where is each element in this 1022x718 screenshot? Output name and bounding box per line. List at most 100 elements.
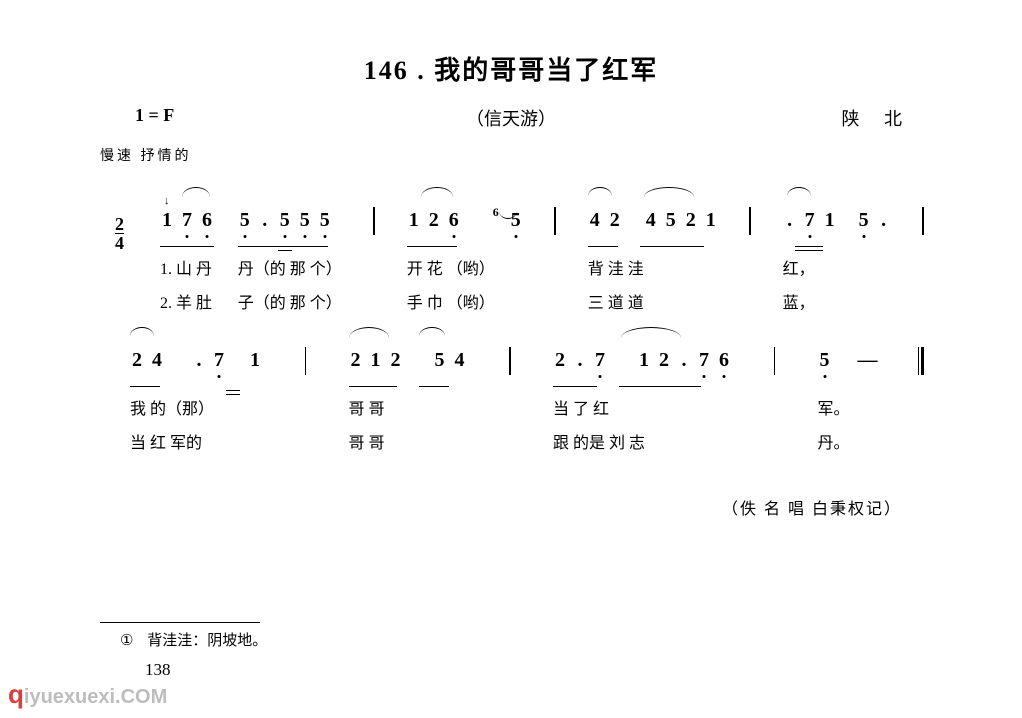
lyric-verse-1: 1. 山 丹 [160,255,212,279]
subtitle-row: 1 = F （信天游） 陕 北 [60,105,962,135]
note-row: 2 . 7 1 2 . 7 6 [553,335,731,385]
lyric-verse-1: 哥 哥 [349,395,385,419]
lyric-verse-1: 红， [783,255,815,279]
lyric-verse-1: 背 洼 洼 [588,255,644,279]
beam-line [278,246,292,248]
barline [554,207,556,235]
note-rest: — [858,349,876,372]
measures-row-1: 1↓ 7 6 1. 山 丹 2. 羊 肚 5 . 5 5 5 [160,195,932,313]
note: 1 [704,209,718,232]
note-row: . 7 1 5 . [783,195,891,245]
measure: 4 2 4 5 2 1 背 洼 洼 三 道 道 [588,195,718,313]
lyric-verse-2: 哥 哥 [349,429,385,453]
note: 4 [588,209,602,232]
beam-line [588,246,618,248]
note: . [258,209,272,232]
measure: 5 — 军。 丹。 [818,335,876,453]
note: 7 [180,209,194,232]
slur-arc [787,187,811,196]
region-label: 陕 北 [842,105,913,131]
lyric-verse-2: 跟 的是 刘 志 [553,429,645,453]
slur-arc [182,187,210,197]
barline [749,207,751,235]
watermark-q: q [8,679,24,709]
beam-line [130,386,160,388]
note: 2 [389,349,403,372]
lyric-verse-2: 三 道 道 [588,289,644,313]
note: 2 [427,209,441,232]
barline [509,347,511,375]
note: 2 [608,209,622,232]
note: 4 [644,209,658,232]
beam-line [349,386,397,388]
slur-arc [419,327,445,336]
slur-arc [349,327,389,338]
slur-arc [644,187,694,197]
note: 1 [407,209,421,232]
note: 4 [453,349,467,372]
measure: 1↓ 7 6 1. 山 丹 2. 羊 肚 [160,195,214,313]
footnote-marker: ① [120,633,133,649]
note: 5 [298,209,312,232]
lyric-verse-1: 当 了 红 [553,395,609,419]
note: 6 [200,209,214,232]
note: 5 [857,209,871,232]
lyric-verse-1: 军。 [818,395,850,419]
note: . [677,349,691,372]
note-row: 5 . 5 5 5 [238,195,332,245]
footnote-text: 背洼洼：阴坡地。 [147,633,267,649]
lyric-verse-2: 手 巾 （哟） [407,289,495,313]
beam-line [419,386,449,388]
note: 1 [369,349,383,372]
lyric-verse-1: 丹（的 那 个） [238,255,342,279]
beam-line [407,246,457,248]
note: 2 [657,349,671,372]
note-row: 4 2 4 5 2 1 [588,195,718,245]
note: 5 [664,209,678,232]
measures-row-2: 2 4 . 7 1 我 的（那） 当 红 军的 [130,335,932,453]
footnote-separator [100,622,260,623]
beam-line [226,390,240,392]
measure: 2 4 . 7 1 我 的（那） 当 红 军的 [130,335,262,453]
barline [774,347,776,375]
music-line-1: 2 4 1↓ 7 6 1. 山 丹 2. 羊 肚 5 . [60,195,962,325]
slur-arc [621,327,681,338]
note: . [877,209,891,232]
note: 2 [553,349,567,372]
note-row: 1 2 6 6 5 [407,195,523,245]
genre-label: （信天游） [466,105,556,131]
note: 5 [238,209,252,232]
note: 7 [803,209,817,232]
note: 6 [447,209,461,232]
lyric-verse-1: 开 花 （哟） [407,255,495,279]
note: 1 [823,209,837,232]
credits-line: （佚 名 唱 白秉权记） [60,495,902,519]
music-line-2: 2 4 . 7 1 我 的（那） 当 红 军的 [60,335,962,465]
lyric-verse-1: 我 的（那） [130,395,214,419]
time-sig-num: 2 [115,215,124,233]
lyric-verse-2: 子（的 那 个） [238,289,342,313]
page-number: 138 [145,660,171,680]
note: 1 [637,349,651,372]
sheet-music-page: 146 . 我的哥哥当了红军 1 = F （信天游） 陕 北 慢速 抒情的 2 … [0,0,1022,718]
footnote: ① 背洼洼：阴坡地。 [120,629,267,650]
slur-arc [421,187,453,197]
note: 2 [684,209,698,232]
note: 2 [349,349,363,372]
watermark: qiyuexuexi.COM [8,679,167,710]
note: 5 [318,209,332,232]
beam-line [619,386,701,388]
grace-note: 6 [489,205,503,220]
beam-line [553,386,597,388]
note: . [783,209,797,232]
watermark-rest: iyuexuexi.COM [24,686,167,708]
lyric-verse-2: 蓝， [783,289,815,313]
lyric-verse-2: 当 红 军的 [130,429,202,453]
barline [922,207,924,235]
slur-arc [130,327,154,336]
note: 1 [248,349,262,372]
measure: 1 2 6 6 5 开 花 （哟） 手 巾 （哟） [407,195,523,313]
key-signature: 1 = F [135,105,174,126]
note: . [573,349,587,372]
beam-line [640,246,704,248]
